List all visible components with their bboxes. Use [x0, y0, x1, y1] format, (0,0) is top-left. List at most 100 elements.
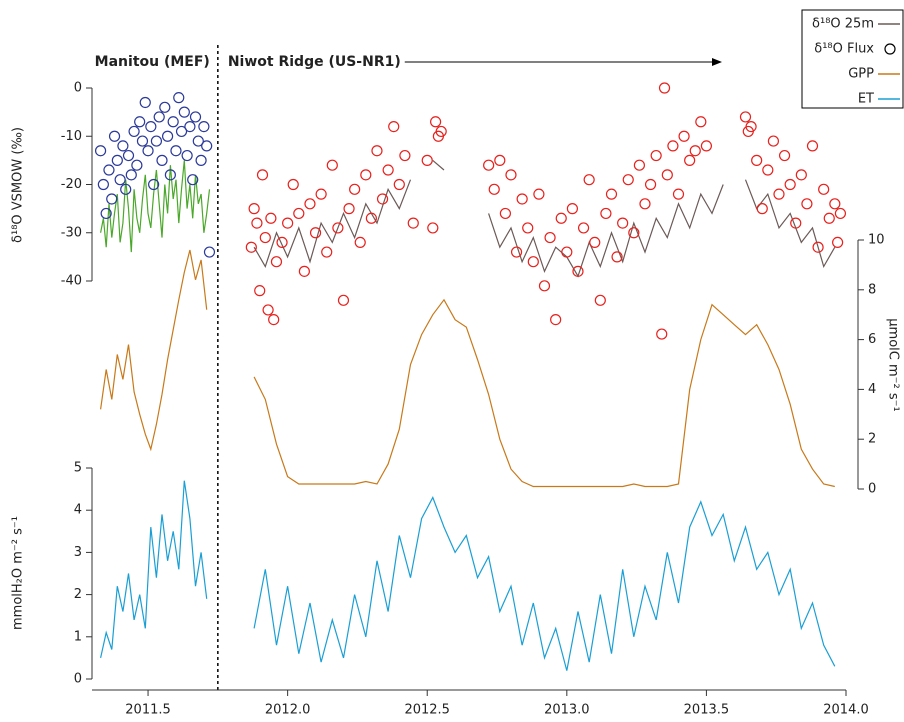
flux-point [114, 174, 126, 186]
flux-point [633, 159, 646, 171]
y-tick-label: 4 [868, 382, 876, 397]
x-tick-label: 2011.5 [125, 703, 171, 718]
flux-point [533, 188, 545, 200]
flux-point [187, 174, 199, 186]
flux-point [806, 140, 819, 152]
flux-point [778, 149, 791, 162]
flux-point [488, 183, 500, 195]
flux-point [259, 231, 271, 244]
series-line [253, 159, 836, 278]
flux-point [315, 188, 327, 200]
legend-label: δ¹⁸O 25m [812, 17, 874, 32]
y-tick-label: 2 [868, 432, 876, 447]
y-tick-label: 2 [74, 587, 82, 602]
y-tick-label: 4 [74, 503, 82, 518]
flux-point [834, 207, 847, 220]
flux-point [388, 120, 400, 133]
flux-point [561, 246, 573, 258]
flux-point [203, 246, 216, 258]
y-tick-label: 0 [74, 81, 82, 96]
flux-point [256, 169, 269, 181]
flux-point [555, 212, 567, 224]
flux-point [360, 169, 372, 181]
flux-point [700, 140, 713, 152]
y-tick-label: 1 [74, 629, 82, 644]
legend-label: ET [858, 92, 874, 107]
flux-point [134, 116, 146, 128]
series-line [100, 480, 208, 659]
flux-point [566, 203, 579, 215]
flux-point [538, 280, 551, 292]
flux-point [376, 193, 389, 205]
x-tick-label: 2012.5 [404, 703, 450, 718]
legend-label: GPP [848, 67, 874, 82]
y-axis-label: δ¹⁸O VSMOW (‰) [11, 127, 26, 243]
flux-point [801, 198, 813, 210]
legend-label: δ¹⁸O Flux [814, 42, 874, 57]
flux-point [650, 149, 662, 162]
flux-point [122, 149, 135, 162]
y-axis-label: μmolC m⁻² s⁻¹ [886, 318, 901, 411]
flux-point [164, 169, 176, 181]
flux-point [298, 265, 310, 277]
x-tick-label: 2014.0 [823, 703, 869, 718]
flux-point [145, 120, 157, 133]
flux-point [309, 227, 322, 239]
flux-point [818, 183, 830, 195]
flux-point [262, 304, 274, 316]
flux-point [430, 116, 442, 128]
y-tick-label: 8 [868, 282, 876, 297]
series-line [100, 160, 211, 253]
flux-point [170, 145, 182, 157]
y-tick-label: 0 [74, 672, 82, 687]
flux-point [427, 222, 439, 234]
flux-point [644, 178, 657, 191]
flux-point [159, 101, 171, 113]
flux-point [812, 241, 824, 253]
flux-point [108, 130, 121, 142]
flux-point [117, 140, 129, 152]
flux-point [505, 169, 517, 181]
flux-point [150, 135, 163, 147]
flux-point [399, 149, 411, 162]
y-tick-label: 0 [868, 482, 876, 497]
flux-point [544, 231, 556, 244]
flux-point [148, 178, 160, 191]
flux-point [153, 111, 165, 123]
flux-point [106, 193, 118, 205]
flux-point [201, 140, 213, 152]
arrow-head [712, 58, 722, 66]
flux-point [589, 236, 601, 248]
flux-point [131, 159, 143, 171]
flux-point [795, 169, 807, 181]
flux-point [94, 145, 107, 157]
flux-point [829, 198, 841, 210]
flux-point [689, 145, 701, 157]
y-tick-label: 6 [868, 332, 876, 347]
flux-point [293, 207, 305, 220]
y-tick-label: -40 [61, 274, 82, 289]
site-label: Niwot Ridge (US-NR1) [228, 54, 401, 70]
flux-point [189, 111, 202, 123]
flux-point [139, 96, 151, 109]
flux-point [684, 154, 696, 166]
flux-point [661, 169, 673, 181]
flux-point [767, 135, 780, 147]
flux-point [181, 149, 193, 162]
flux-point [393, 178, 405, 191]
flux-point [248, 203, 260, 215]
x-tick-label: 2013.5 [684, 703, 730, 718]
flux-point [823, 212, 835, 224]
flux-point [270, 256, 283, 268]
flux-point [516, 193, 528, 205]
flux-point [739, 111, 752, 123]
flux-point [184, 120, 196, 133]
flux-point [349, 183, 361, 195]
flux-point [167, 116, 179, 128]
flux-point [326, 159, 338, 171]
flux-point [583, 174, 595, 186]
flux-point [304, 198, 316, 210]
y-tick-label: -20 [61, 177, 82, 192]
flux-point [173, 92, 185, 104]
y-tick-label: -10 [61, 129, 82, 144]
